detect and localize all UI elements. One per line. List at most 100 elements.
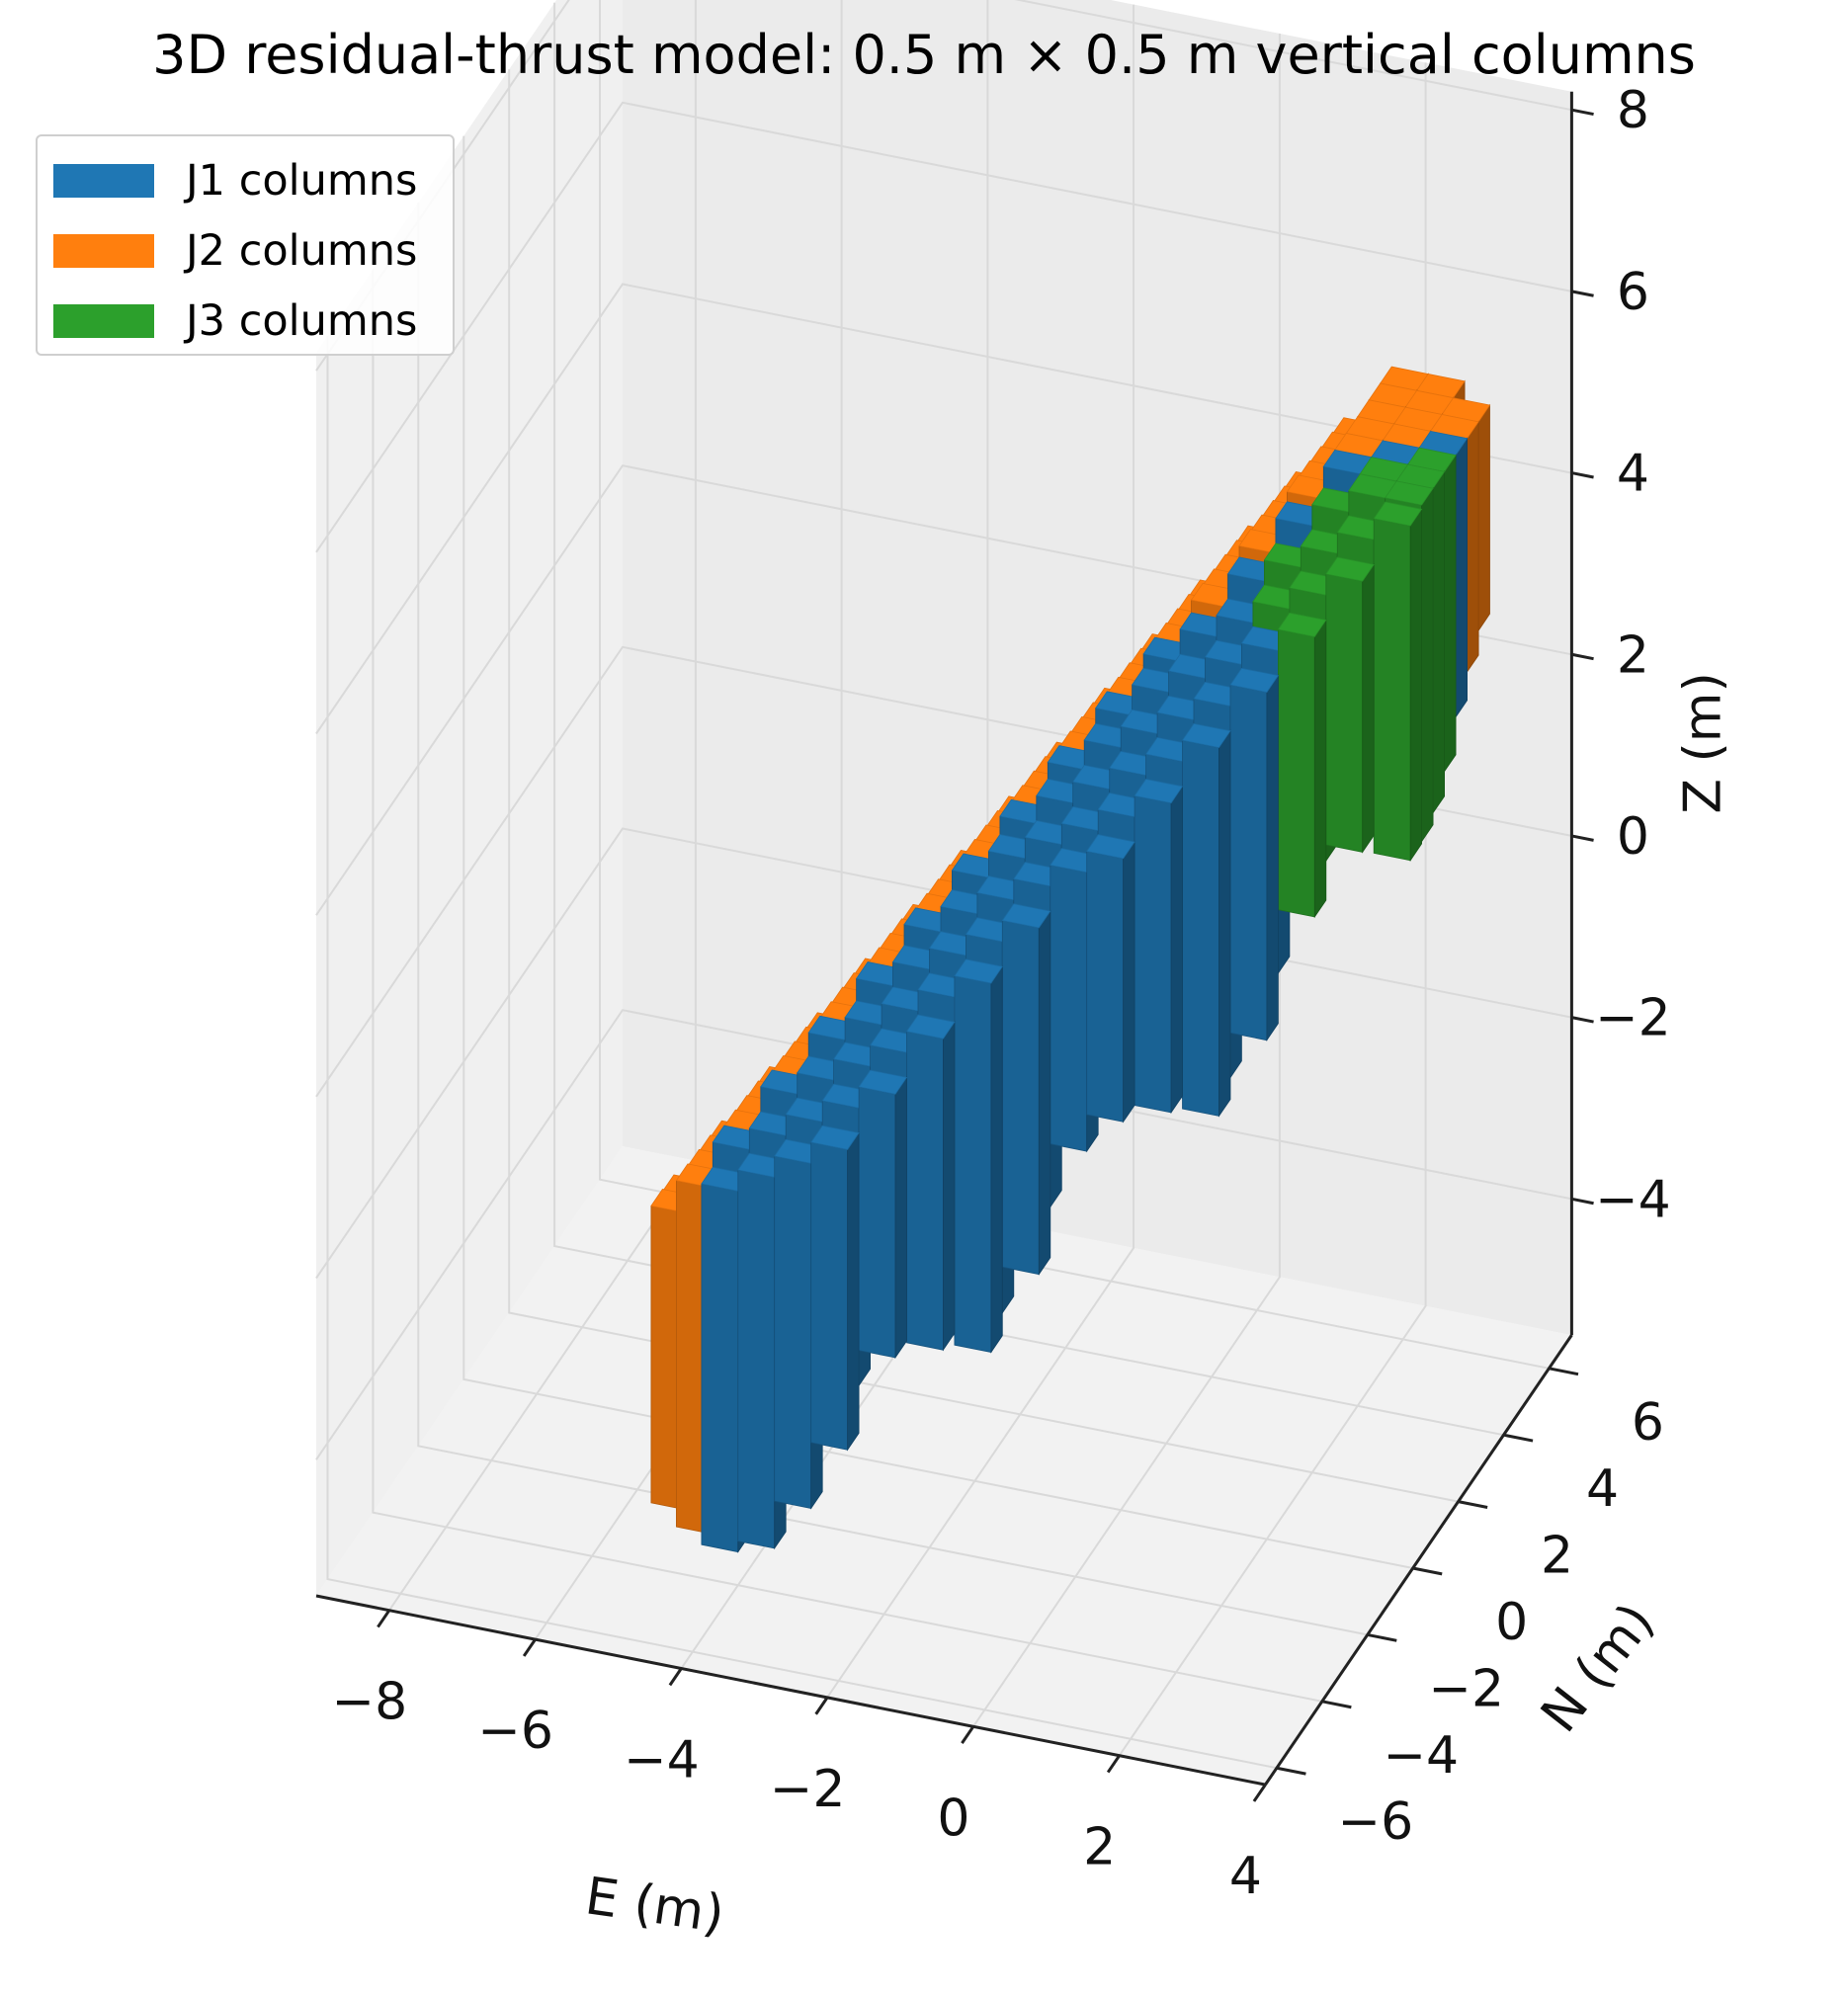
bar-face-front — [858, 1086, 896, 1359]
bar-column — [1001, 903, 1051, 1276]
e-tick-label: 4 — [1229, 1847, 1262, 1906]
bar-face-front — [737, 1169, 776, 1549]
bar-face-top — [1086, 834, 1135, 860]
bar-column — [1277, 612, 1327, 919]
grid-line-n-3 — [462, 135, 1413, 1569]
n-tick-3 — [1412, 1566, 1443, 1576]
n-axis-line — [1264, 1334, 1573, 1786]
bar-face-front — [1373, 518, 1411, 862]
z-tick-1 — [1571, 1016, 1594, 1024]
e-tick-label: −6 — [477, 1702, 553, 1761]
n-tick-label: 0 — [1495, 1593, 1528, 1652]
z-tick-2 — [1571, 834, 1594, 842]
legend-label-j1: J1 columns — [186, 156, 418, 206]
bar-column — [1229, 667, 1280, 1041]
e-tick-label: −4 — [624, 1731, 700, 1790]
bar-column — [810, 1124, 860, 1452]
grid-line-n-6 — [599, 0, 1550, 1370]
legend-label-j2: J2 columns — [186, 226, 418, 276]
bar-face-front — [774, 1155, 812, 1509]
bar-columns — [650, 366, 1491, 1553]
e-tick-0 — [377, 1609, 391, 1628]
n-tick-5 — [1503, 1433, 1534, 1443]
bar-face-front — [954, 975, 992, 1353]
bar-face-top — [1229, 667, 1280, 693]
n-tick-label: 4 — [1586, 1459, 1619, 1519]
bar-face-top — [1325, 556, 1375, 582]
n-tick-6 — [1549, 1367, 1579, 1376]
bar-column — [1134, 779, 1184, 1115]
bar-face-top — [1373, 501, 1423, 527]
legend-swatch-j1 — [53, 164, 154, 198]
grid-line-z-5 — [315, 101, 1572, 553]
bar-face-front — [1134, 794, 1172, 1114]
bar-face-front — [906, 1031, 944, 1351]
bar-face-top — [1134, 779, 1184, 804]
bar-face-side — [1170, 785, 1183, 1115]
bar-face-top — [1277, 612, 1327, 637]
n-tick-label: 2 — [1541, 1527, 1573, 1586]
bar-column — [1325, 556, 1375, 854]
bar-column — [905, 1014, 956, 1352]
n-tick-1 — [1321, 1700, 1352, 1709]
bar-face-side — [1409, 507, 1422, 863]
legend-swatch-j3 — [53, 304, 154, 338]
bar-face-front — [1050, 865, 1088, 1152]
n-tick-label: −2 — [1428, 1659, 1504, 1718]
bar-face-front — [1278, 628, 1315, 918]
grid-line-n-4 — [508, 69, 1459, 1503]
e-tick-5 — [1106, 1754, 1121, 1774]
e-tick-4 — [961, 1725, 975, 1744]
bar-face-side — [1444, 454, 1457, 773]
bar-face-side — [990, 964, 1003, 1354]
bar-face-side — [1123, 840, 1135, 1124]
bar-face-top — [905, 1014, 956, 1040]
z-tick-6 — [1571, 108, 1594, 117]
bar-face-side — [1421, 487, 1434, 843]
grid-line-z-0 — [315, 1009, 1572, 1460]
grid-line-n-5 — [553, 2, 1504, 1437]
bar-face-front — [701, 1183, 739, 1553]
z-tick-0 — [1571, 1197, 1594, 1206]
bar-face-side — [943, 1021, 956, 1352]
e-tick-label: −8 — [332, 1673, 408, 1732]
left-pane — [316, 0, 623, 1596]
e-axis-line — [315, 1594, 1266, 1787]
legend-label-j3: J3 columns — [186, 296, 418, 346]
bar-face-front — [1182, 739, 1219, 1117]
n-tick-label: −6 — [1338, 1792, 1414, 1852]
z-tick-label: 2 — [1617, 625, 1649, 685]
bar-column — [1373, 501, 1423, 863]
grid-line-n-1 — [372, 269, 1322, 1703]
legend: J1 columns J2 columns J3 columns — [36, 134, 455, 356]
bar-face-top — [810, 1124, 860, 1150]
bar-face-top — [954, 958, 1003, 984]
bar-face-top — [1181, 722, 1231, 749]
bar-face-front — [1229, 684, 1268, 1041]
n-axis-label: N (m) — [1530, 1593, 1666, 1744]
bar-face-front — [1325, 573, 1364, 853]
bar-face-side — [1477, 403, 1490, 632]
n-tick-label: 6 — [1632, 1393, 1664, 1453]
e-tick-label: 2 — [1083, 1818, 1116, 1877]
z-tick-3 — [1571, 652, 1594, 661]
bar-face-side — [1218, 729, 1231, 1118]
floor-pane — [316, 1146, 1572, 1786]
legend-swatch-j2 — [53, 234, 154, 268]
bar-face-top — [1385, 480, 1434, 506]
bar-face-side — [1266, 674, 1279, 1041]
bar-face-top — [1001, 903, 1051, 929]
bar-face-front — [1001, 920, 1040, 1276]
n-tick-0 — [1276, 1766, 1306, 1776]
bar-face-side — [1455, 437, 1468, 718]
axis-lines — [315, 91, 1594, 1802]
axis-panes — [316, 0, 1572, 1786]
z-tick-label: 0 — [1617, 807, 1649, 867]
n-tick-2 — [1367, 1632, 1397, 1642]
n-tick-label: −4 — [1383, 1726, 1459, 1786]
z-tick-label: 6 — [1617, 263, 1649, 322]
e-tick-3 — [814, 1697, 829, 1715]
bar-face-side — [894, 1076, 907, 1360]
z-tick-5 — [1571, 290, 1594, 297]
